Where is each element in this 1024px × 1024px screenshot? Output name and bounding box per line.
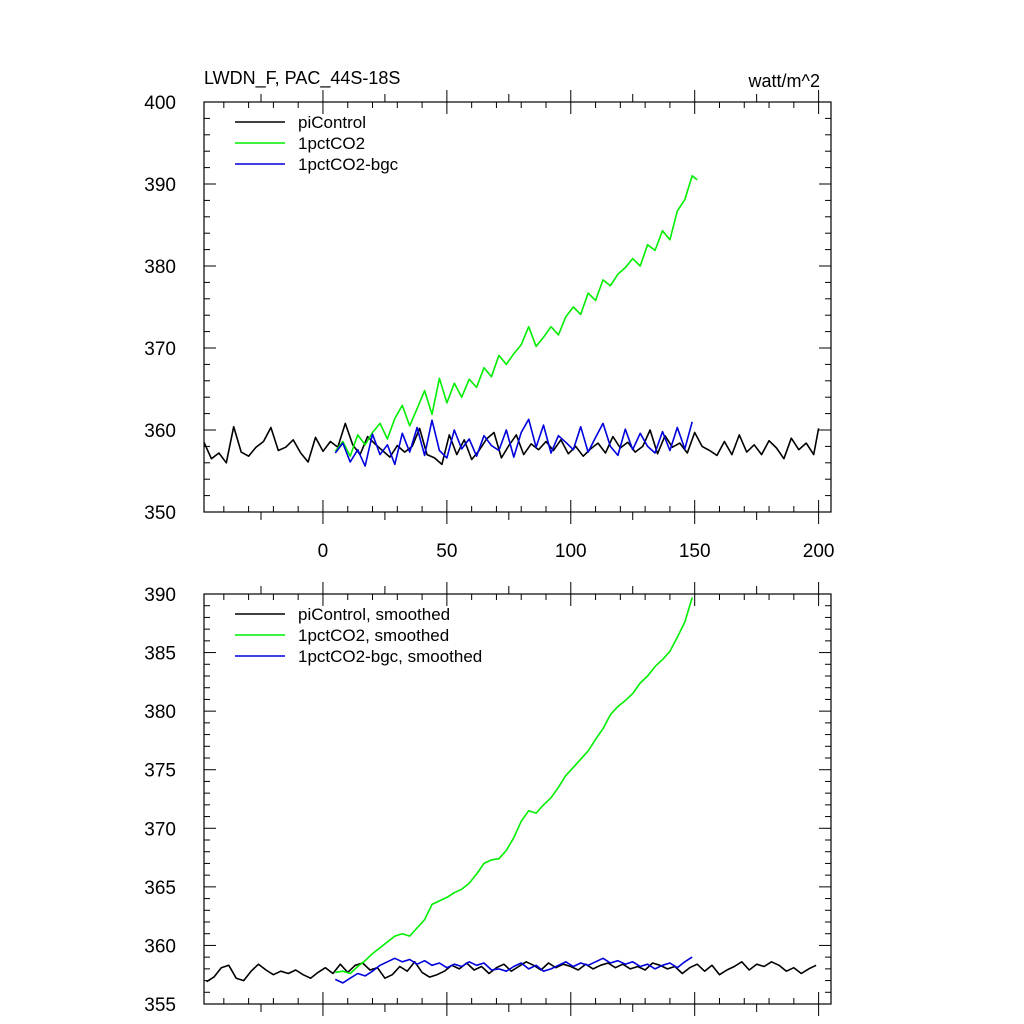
top-y-tick-label: 360 bbox=[144, 421, 176, 442]
top-y-tick-label: 400 bbox=[144, 93, 176, 114]
top-x-tick-label: 100 bbox=[555, 541, 587, 562]
bottom-y-tick-label: 385 bbox=[144, 644, 176, 665]
chart-title: LWDN_F, PAC_44S-18S bbox=[204, 68, 400, 89]
top-y-tick-label: 380 bbox=[144, 257, 176, 278]
bottom-series-line-2 bbox=[335, 597, 693, 975]
top-x-tick-label: 150 bbox=[679, 541, 711, 562]
top-plot-panel: 0 50 100 150 200 350 360 370 380 390 400 piControl 1… bbox=[144, 90, 834, 562]
bottom-y-tick-label: 360 bbox=[144, 936, 176, 957]
top-plot-frame bbox=[203, 101, 832, 513]
top-x-tick-label: 0 bbox=[318, 541, 329, 562]
bottom-y-ticks: 355 360 365 370 375 380 385 390 bbox=[144, 585, 831, 1016]
top-legend-label: 1pctCO2-bgc bbox=[298, 155, 399, 174]
bottom-y-tick-label: 365 bbox=[144, 878, 176, 899]
bottom-y-tick-label: 390 bbox=[144, 585, 176, 606]
top-series-line-1 bbox=[204, 422, 820, 466]
bottom-y-tick-label: 380 bbox=[144, 702, 176, 723]
top-series-line-3 bbox=[334, 418, 693, 467]
bottom-y-tick-label: 355 bbox=[144, 995, 176, 1016]
bottom-legend-label: 1pctCO2-bgc, smoothed bbox=[298, 647, 482, 666]
bottom-legend-label: piControl, smoothed bbox=[298, 605, 450, 624]
bottom-series-line-3 bbox=[334, 956, 693, 984]
units-label: watt/m^2 bbox=[748, 71, 820, 91]
top-y-ticks: 350 360 370 380 390 400 bbox=[144, 93, 831, 524]
bottom-plot-panel: 355 360 365 370 375 380 385 390 piControl, smoot… bbox=[144, 582, 832, 1016]
top-x-ticks: 0 50 100 150 200 bbox=[223, 90, 835, 562]
top-legend-label: piControl bbox=[298, 113, 366, 132]
bottom-x-ticks bbox=[223, 582, 820, 1016]
top-legend: piControl 1pctCO2 1pctCO2-bgc bbox=[235, 113, 399, 174]
top-legend-label: 1pctCO2 bbox=[298, 134, 365, 153]
bottom-legend: piControl, smoothed 1pctCO2, smoothed 1pct… bbox=[235, 605, 482, 666]
bottom-series-group bbox=[206, 597, 817, 984]
top-y-tick-label: 390 bbox=[144, 175, 176, 196]
top-x-tick-label: 50 bbox=[436, 541, 457, 562]
top-series-line-2 bbox=[334, 175, 698, 458]
bottom-plot-frame bbox=[203, 593, 832, 1005]
top-y-tick-label: 370 bbox=[144, 339, 176, 360]
bottom-y-tick-label: 375 bbox=[144, 761, 176, 782]
top-y-tick-label: 350 bbox=[144, 503, 176, 524]
bottom-legend-label: 1pctCO2, smoothed bbox=[298, 626, 449, 645]
bottom-y-tick-label: 370 bbox=[144, 819, 176, 840]
top-series-group bbox=[204, 175, 820, 467]
top-x-tick-label: 200 bbox=[803, 541, 835, 562]
bottom-series-line-1 bbox=[206, 960, 817, 983]
